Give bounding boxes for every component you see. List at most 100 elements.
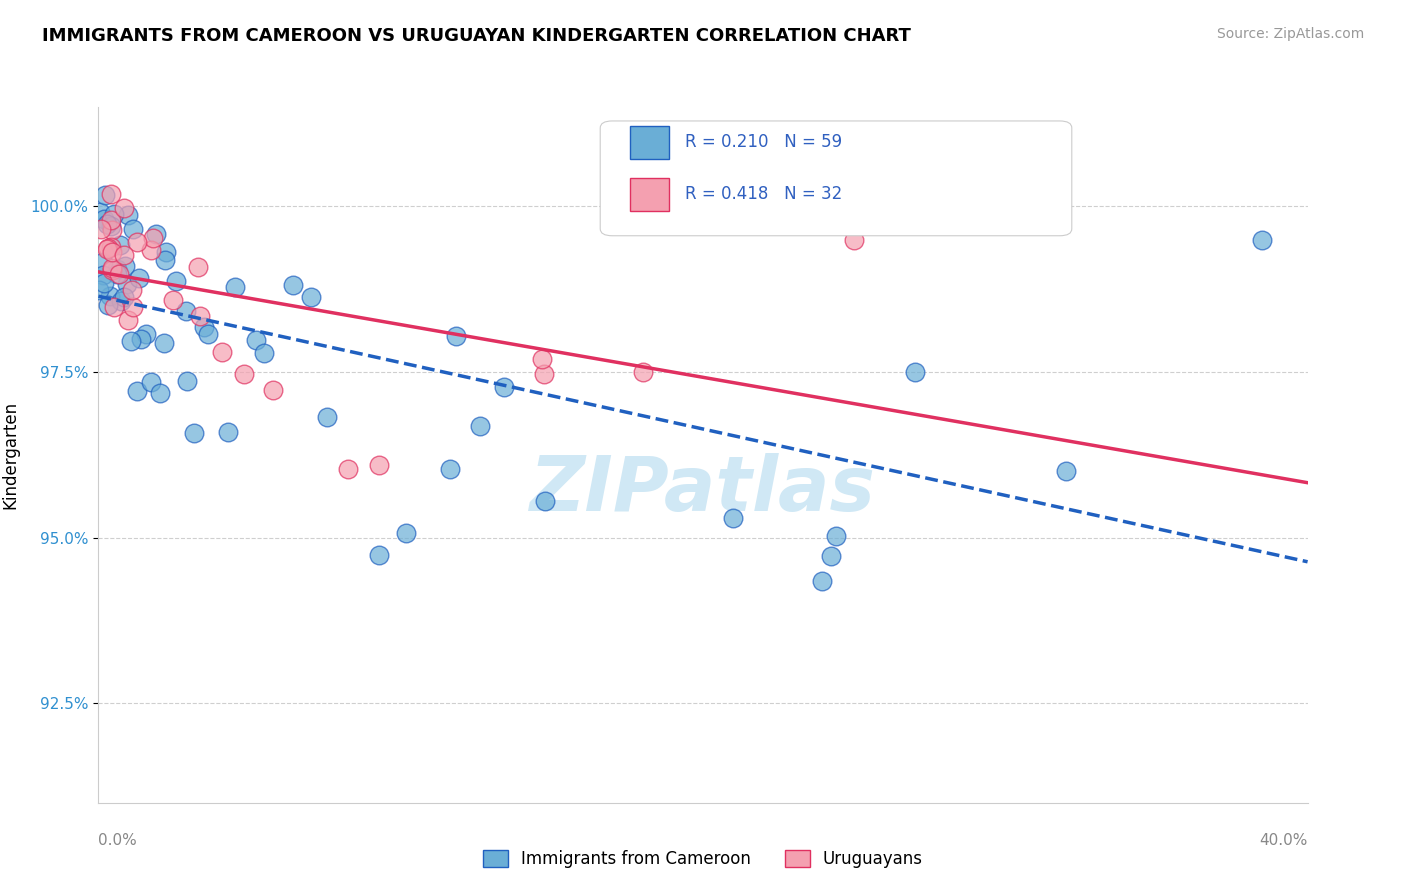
Point: [820, 549, 842, 563]
Point: [96, 242, 118, 256]
Point: [97, 298, 120, 312]
Point: [112, 248, 135, 262]
Point: [193, 319, 215, 334]
Point: [337, 461, 360, 475]
Point: [530, 352, 553, 367]
Text: R = 0.210   N = 59: R = 0.210 N = 59: [685, 133, 842, 151]
Point: [1054, 465, 1077, 479]
Point: [139, 243, 162, 257]
Point: [176, 375, 198, 389]
Point: [122, 300, 145, 314]
Point: [120, 334, 142, 348]
Point: [96, 217, 118, 231]
Point: [107, 267, 129, 281]
Point: [105, 267, 128, 281]
Point: [153, 336, 176, 351]
Point: [534, 494, 557, 508]
Point: [114, 259, 136, 273]
Point: [145, 227, 167, 241]
Point: [100, 240, 122, 254]
Point: [94, 187, 117, 202]
Point: [117, 209, 139, 223]
Point: [149, 385, 172, 400]
Point: [367, 458, 389, 472]
Point: [105, 262, 128, 277]
Point: [224, 280, 246, 294]
Point: [125, 384, 148, 398]
Point: [90, 222, 112, 236]
Text: Source: ZipAtlas.com: Source: ZipAtlas.com: [1216, 27, 1364, 41]
Point: [101, 261, 124, 276]
Point: [155, 253, 177, 268]
Point: [1251, 233, 1274, 247]
Point: [129, 333, 152, 347]
Point: [139, 375, 162, 389]
Point: [121, 283, 143, 297]
Point: [183, 426, 205, 441]
Point: [135, 326, 157, 341]
Point: [100, 262, 122, 277]
Bar: [630, 126, 669, 159]
Point: [101, 223, 124, 237]
Point: [125, 235, 148, 250]
Point: [110, 293, 132, 308]
Point: [97, 241, 120, 255]
Text: ZIPatlas: ZIPatlas: [530, 453, 876, 526]
Point: [904, 365, 927, 379]
Point: [91, 255, 114, 269]
Text: R = 0.418   N = 32: R = 0.418 N = 32: [685, 185, 842, 203]
Point: [93, 277, 115, 291]
Point: [533, 367, 555, 381]
Text: IMMIGRANTS FROM CAMEROON VS URUGUAYAN KINDERGARTEN CORRELATION CHART: IMMIGRANTS FROM CAMEROON VS URUGUAYAN KI…: [42, 27, 911, 45]
Point: [262, 384, 284, 398]
Point: [217, 425, 239, 439]
Point: [91, 268, 114, 283]
Point: [824, 529, 846, 543]
Point: [93, 211, 115, 226]
Point: [721, 510, 744, 524]
Point: [100, 219, 122, 234]
Point: [844, 233, 866, 247]
Point: [155, 244, 177, 259]
Point: [101, 245, 124, 260]
Point: [232, 368, 254, 382]
Point: [103, 301, 125, 315]
Point: [112, 290, 135, 304]
Point: [315, 409, 337, 424]
Bar: [630, 178, 669, 211]
Point: [108, 237, 131, 252]
Point: [121, 222, 143, 236]
Y-axis label: Kindergarten: Kindergarten: [1, 401, 20, 509]
Legend: Immigrants from Cameroon, Uruguayans: Immigrants from Cameroon, Uruguayans: [477, 843, 929, 875]
Point: [439, 461, 461, 475]
Point: [470, 419, 492, 434]
Point: [174, 304, 197, 318]
Point: [444, 329, 467, 343]
Point: [631, 365, 654, 379]
Point: [211, 345, 233, 359]
Point: [103, 207, 125, 221]
Point: [368, 548, 391, 562]
Point: [197, 327, 219, 342]
Point: [245, 333, 267, 347]
Point: [142, 231, 165, 245]
Point: [100, 187, 122, 202]
Point: [395, 526, 418, 541]
Point: [128, 271, 150, 285]
Point: [165, 274, 187, 288]
Point: [187, 260, 209, 274]
Point: [253, 346, 276, 360]
Point: [188, 310, 211, 324]
Text: 40.0%: 40.0%: [1260, 833, 1308, 848]
Point: [117, 312, 139, 326]
Point: [115, 277, 138, 291]
Text: 0.0%: 0.0%: [98, 833, 138, 848]
Point: [98, 289, 121, 303]
Point: [494, 380, 516, 394]
Point: [89, 205, 111, 219]
FancyBboxPatch shape: [600, 121, 1071, 235]
Point: [811, 574, 834, 588]
Point: [87, 283, 110, 297]
Point: [299, 289, 322, 303]
Point: [162, 293, 184, 308]
